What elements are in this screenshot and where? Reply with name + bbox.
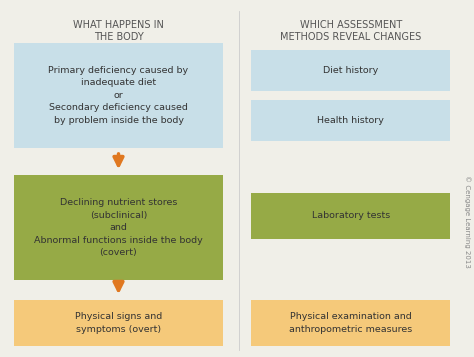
FancyBboxPatch shape [14,300,223,346]
Text: WHAT HAPPENS IN
THE BODY: WHAT HAPPENS IN THE BODY [73,20,164,42]
Text: Diet history: Diet history [323,66,378,75]
Text: WHICH ASSESSMENT
METHODS REVEAL CHANGES: WHICH ASSESSMENT METHODS REVEAL CHANGES [280,20,421,42]
Text: Physical signs and
symptoms (overt): Physical signs and symptoms (overt) [75,312,162,334]
FancyBboxPatch shape [251,193,450,239]
Text: Health history: Health history [317,116,384,125]
Text: Primary deficiency caused by
inadequate diet
or
Secondary deficiency caused
by p: Primary deficiency caused by inadequate … [48,66,189,125]
FancyBboxPatch shape [251,50,450,91]
Text: Laboratory tests: Laboratory tests [311,211,390,221]
FancyBboxPatch shape [14,175,223,280]
Text: © Cengage Learning 2013: © Cengage Learning 2013 [464,175,470,268]
FancyBboxPatch shape [14,43,223,148]
FancyBboxPatch shape [251,300,450,346]
Text: Physical examination and
anthropometric measures: Physical examination and anthropometric … [289,312,412,334]
FancyBboxPatch shape [251,100,450,141]
Text: Declining nutrient stores
(subclinical)
and
Abnormal functions inside the body
(: Declining nutrient stores (subclinical) … [34,198,203,257]
